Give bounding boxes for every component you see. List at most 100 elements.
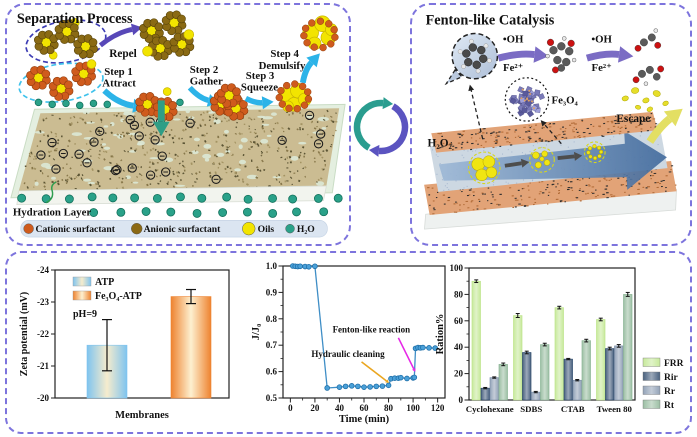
y-tick-label: -22 (37, 329, 49, 339)
step4-label: Step 4 (270, 48, 299, 60)
y-axis-label: Zeta potential (mV) (19, 292, 30, 376)
x-axis-label: Membranes (115, 410, 169, 421)
data-point (385, 382, 392, 389)
bar-Rr-Tween 80 (614, 345, 624, 401)
data-point (361, 384, 367, 390)
y-tick-label: 60 (454, 316, 464, 326)
data-point (411, 374, 418, 381)
data-point (373, 383, 380, 390)
category-label: SDBS (520, 404, 542, 414)
bar-Rir-SDBS (522, 352, 532, 401)
y-tick-label: -23 (37, 297, 49, 307)
bar-Fe₃O₄-ATP (170, 296, 212, 399)
category-label: Cyclohexane (466, 404, 514, 414)
y-tick-label: 0.8 (266, 314, 278, 324)
bar-Rt-CTAB (581, 340, 591, 401)
x-tick-label: 60 (360, 403, 370, 413)
demulsify-label: Demulsify (259, 60, 306, 72)
legend-dot-0 (23, 223, 34, 234)
y-tick-label: 0 (459, 395, 464, 405)
repel-label: Repel (109, 48, 137, 60)
legend-dot-1 (131, 223, 143, 235)
separation-title: Separation Process (17, 11, 133, 27)
y-axis-label: Ration% (435, 314, 446, 355)
data-point (297, 263, 303, 270)
step3-label: Step 3 (246, 70, 275, 82)
legend-label-ATP: ATP (95, 277, 114, 288)
recycle-arrows-icon (353, 97, 409, 157)
legend-swatch-Fe₃O₄-ATP (72, 290, 92, 301)
step1-label: Step 1 (104, 66, 132, 78)
separation-panel: Separation Process Repel Step 1 Attract … (5, 3, 351, 246)
bar-FRR-CTAB (554, 307, 564, 401)
step2-label: Step 2 (190, 64, 219, 76)
bar-Rir-CTAB (563, 358, 573, 401)
separation-legend (20, 220, 328, 238)
legend-swatch-FRR (642, 357, 661, 367)
data-point (432, 345, 438, 351)
hydration-layer-label: Hydration Layer (13, 206, 91, 218)
annotation-1: Fenton-like reaction (333, 325, 411, 335)
flux-recovery-chart: 0 20 40 60 80 100 120 0.5 0.6 0.7 0.8 0.9 1.0 Hydraul… (251, 261, 446, 425)
bar-Rr-Cyclohexane (489, 377, 499, 401)
x-axis-label: Time (min) (339, 414, 390, 425)
legend-oils-label: Oils (258, 224, 275, 235)
legend-anionic-label: Anionic surfactant (144, 224, 222, 235)
y-tick-label: -20 (37, 393, 49, 403)
separation-clusters (18, 10, 339, 137)
fenton-panel: Fenton-like Catalysis •OH Fe²⁺ •OH Fe²⁺ … (410, 3, 692, 246)
data-point (379, 383, 386, 389)
y-tick-label: 0.7 (266, 340, 278, 350)
annotation-0: Hydraulic cleaning (311, 349, 385, 359)
data-point (355, 383, 361, 390)
data-point (404, 375, 410, 382)
escape-label: Escape (616, 113, 650, 125)
legend-label-FRR: FRR (664, 359, 684, 369)
legend-swatch-Rt (642, 399, 661, 409)
data-point (312, 263, 318, 270)
data-point (336, 384, 343, 390)
y-tick-label: 100 (450, 263, 464, 273)
fe3o4-label: Fe₃O₄ (551, 94, 578, 106)
legend-label-Rir: Rir (664, 373, 679, 383)
bar-Rir-Tween 80 (605, 348, 615, 401)
oh-radical-label-2: •OH (591, 33, 612, 45)
data-point (367, 384, 373, 390)
legend-label-Fe₃O₄-ATP: Fe₃O₄-ATP (95, 291, 142, 302)
bar-Rt-Tween 80 (623, 294, 633, 401)
legend-swatch-Rr (642, 385, 661, 395)
category-label: Tween 80 (597, 404, 633, 414)
bar-FRR-SDBS (513, 315, 523, 401)
x-tick-label: 80 (384, 403, 394, 413)
y-tick-label: 0.9 (266, 287, 278, 297)
bar-Rr-CTAB (572, 379, 582, 401)
fenton-molecules (444, 28, 683, 145)
separation-scheme: Separation Process Repel Step 1 Attract … (10, 10, 346, 238)
rejection-ratio-chart: 0 20 40 60 80 100 Cyclohexane SDBS CTAB Tween 80 F… (435, 263, 684, 414)
x-tick-label: 120 (431, 403, 445, 413)
zeta-potential-chart: -24 -23 -22 -21 -20 ATP Fe₃O₄-ATP pH=9 Membranes… (19, 265, 230, 421)
bar-Rir-Cyclohexane (480, 387, 490, 401)
category-label: CTAB (561, 404, 585, 414)
data-point (348, 383, 355, 389)
bar-Rt-Cyclohexane (498, 364, 508, 401)
bar-Rr-SDBS (531, 391, 541, 401)
fe2-ion-label-1: Fe²⁺ (503, 62, 523, 74)
y-tick-label: 1.0 (266, 261, 278, 271)
h2o2-label: H₂O₂ (428, 138, 453, 150)
squeeze-label: Squeeze (241, 82, 278, 94)
y-tick-label: -24 (37, 265, 49, 275)
x-tick-label: 20 (310, 403, 320, 413)
y-axis-label: J/J₀ (251, 324, 262, 341)
gather-label: Gather (190, 76, 223, 88)
fenton-title: Fenton-like Catalysis (426, 13, 555, 29)
attract-label: Attract (102, 78, 136, 90)
oh-radical-label-1: •OH (503, 33, 524, 45)
legend-swatch-ATP (72, 276, 92, 287)
legend-cationic-label: Cationic surfactant (36, 224, 116, 235)
bar-FRR-Tween 80 (596, 319, 606, 401)
data-point (426, 345, 432, 351)
y-tick-label: 80 (454, 289, 464, 299)
membrane-illustration (10, 103, 346, 218)
data-point (324, 385, 330, 391)
